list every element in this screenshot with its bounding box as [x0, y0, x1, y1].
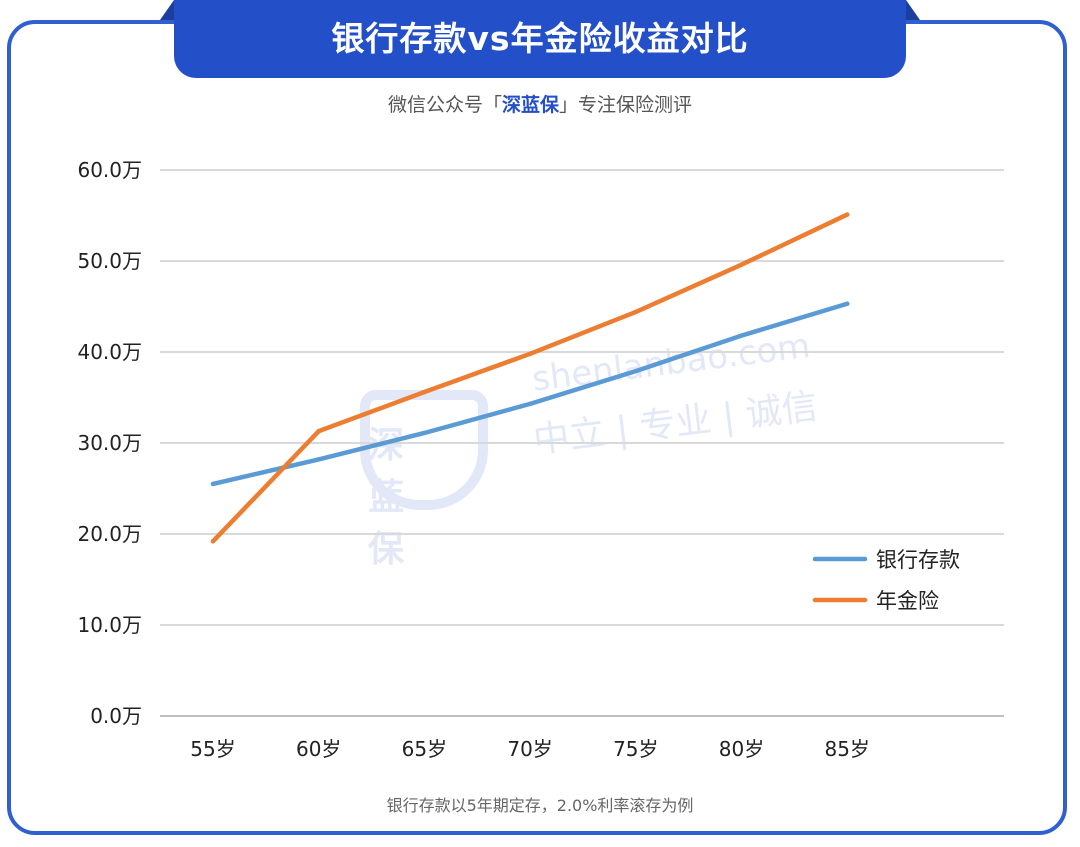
- x-tick-label: 65岁: [402, 737, 447, 761]
- y-tick-label: 40.0万: [77, 340, 142, 364]
- y-tick-label: 10.0万: [77, 613, 142, 637]
- legend-label: 年金险: [876, 589, 939, 613]
- data-point: [422, 389, 427, 395]
- series-line-1: [210, 212, 850, 544]
- y-tick-label: 30.0万: [77, 431, 142, 455]
- data-point: [527, 351, 533, 357]
- subtitle-brand: 深蓝保: [501, 94, 559, 116]
- series-lines: [210, 212, 850, 544]
- y-axis-ticks: 0.0万 10.0万 20.0万 30.0万 40.0万 50.0万 60.0万: [77, 158, 142, 728]
- y-tick-label: 0.0万: [90, 704, 142, 728]
- subtitle-suffix: 」专注保险测评: [559, 94, 693, 116]
- x-tick-label: 80岁: [719, 737, 764, 761]
- subtitle-prefix: 微信公众号「: [387, 94, 502, 116]
- data-point: [845, 301, 850, 306]
- data-point: [210, 539, 216, 544]
- x-tick-label: 70岁: [507, 737, 552, 761]
- data-point: [527, 401, 533, 407]
- data-point: [739, 262, 744, 267]
- banner-fold-left: [160, 0, 174, 20]
- subtitle: 微信公众号「深蓝保」专注保险测评: [0, 90, 1080, 117]
- data-point: [633, 309, 638, 315]
- legend-label: 银行存款: [876, 548, 960, 572]
- data-point: [210, 481, 216, 487]
- gridlines: [160, 169, 1004, 717]
- series-line-0: [210, 301, 850, 487]
- y-tick-label: 20.0万: [77, 522, 142, 546]
- data-point: [739, 333, 744, 338]
- data-point: [422, 430, 427, 436]
- x-tick-label: 55岁: [190, 737, 235, 761]
- data-point: [316, 457, 321, 462]
- data-point: [845, 212, 850, 217]
- y-tick-label: 50.0万: [77, 249, 142, 273]
- card-frame: [7, 20, 1067, 835]
- banner-fold-right: [906, 0, 920, 20]
- data-point: [633, 368, 638, 374]
- y-tick-label: 60.0万: [77, 158, 142, 182]
- x-tick-label: 60岁: [296, 737, 341, 761]
- title-banner: [174, 0, 906, 78]
- x-tick-label: 85岁: [824, 737, 869, 761]
- x-axis-ticks: 55岁 60岁 65岁 70岁 75岁 80岁 85岁: [190, 737, 870, 761]
- chart-title: 银行存款vs年金险收益对比: [331, 19, 749, 58]
- data-point: [316, 428, 321, 434]
- footnote: 银行存款以5年期定存，2.0%利率滚存为例: [386, 796, 694, 815]
- x-tick-label: 75岁: [613, 737, 658, 761]
